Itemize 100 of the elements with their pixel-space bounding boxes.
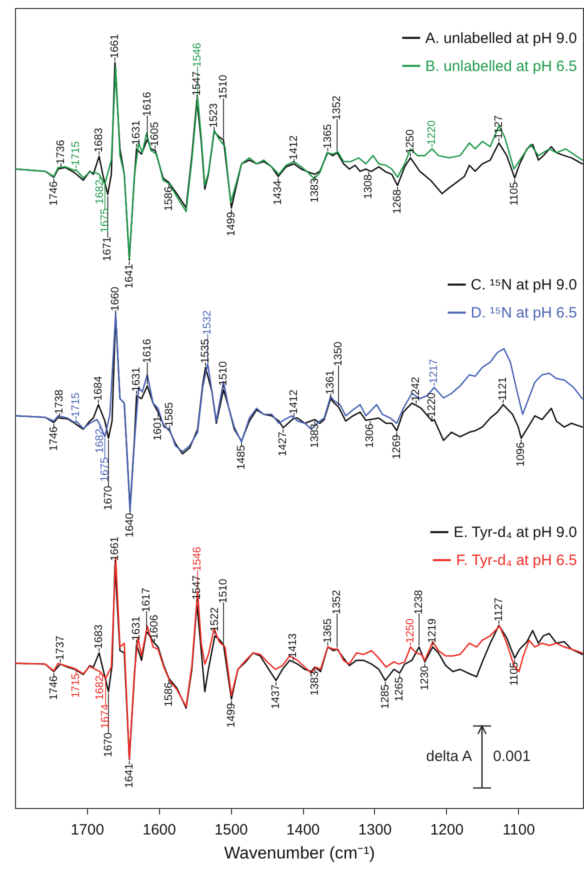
- annotation: 1365: [322, 124, 334, 149]
- annotation: 1661: [108, 536, 121, 561]
- annotation: 1546: [192, 546, 204, 572]
- x-tick-label: 1100: [502, 822, 535, 838]
- annotation: 1675: [98, 208, 111, 233]
- annotation: 1485: [235, 445, 248, 470]
- x-tick-label: 1700: [70, 822, 104, 838]
- legend-label: F. Tyr-d₄ at pH 6.5: [456, 552, 577, 570]
- annotation: 1105: [508, 182, 521, 206]
- annotation: 1427: [277, 432, 290, 456]
- annotation: 1242: [410, 376, 422, 402]
- annotation: 1265: [394, 677, 406, 702]
- x-tick-label: 1600: [142, 822, 176, 838]
- annotation: 1641: [123, 264, 136, 288]
- annotation: 1383: [308, 424, 321, 448]
- annotation: 1683: [93, 624, 106, 649]
- annotation: 1383: [308, 178, 321, 203]
- annotation: 1738: [54, 390, 66, 414]
- annotation: 1510: [218, 74, 230, 100]
- annotation: 1532: [202, 310, 214, 335]
- annotation: 1546: [192, 42, 204, 68]
- annotation: 1238: [413, 590, 426, 614]
- annotation: 1365: [322, 618, 334, 643]
- annotation: 1670: [102, 732, 114, 758]
- annotation: 1682: [94, 676, 106, 700]
- annotation: 1510: [218, 578, 230, 604]
- annotation: 1121: [497, 376, 510, 401]
- annotation: 1736: [55, 140, 68, 164]
- annotation: 1547: [190, 71, 203, 96]
- annotation: 1682: [94, 180, 106, 204]
- annotation: 1535: [200, 338, 212, 364]
- annotation: 1605: [149, 122, 162, 146]
- annotation: 1746: [48, 426, 60, 452]
- annotation: 1617: [140, 588, 153, 612]
- annotation: 1606: [148, 614, 160, 640]
- annotation: 1631: [130, 120, 143, 145]
- annotation: 1684: [92, 376, 104, 401]
- annotation: 1499: [225, 703, 238, 728]
- annotation: 1230: [418, 666, 431, 690]
- annotation: 1683: [93, 128, 106, 152]
- annotation: 1660: [110, 286, 122, 312]
- annotation: 1250: [404, 129, 416, 154]
- annotation: 1105: [508, 662, 521, 686]
- x-tick-label: 1300: [358, 822, 392, 838]
- annotation: 1250: [404, 618, 416, 643]
- annotation: 1434: [272, 180, 284, 205]
- annotation: 1499: [225, 212, 238, 236]
- annotation: 1285: [379, 684, 392, 709]
- annotation: 1682: [94, 428, 106, 454]
- annotation: 1220: [426, 120, 438, 145]
- annotation: 1523: [208, 103, 220, 128]
- annotation: 1715: [70, 141, 82, 166]
- annotation: 1674: [100, 704, 112, 729]
- annotation: 1510: [218, 361, 230, 386]
- annotation: 1737: [54, 636, 66, 660]
- x-axis-title: Wavenumber (cm⁻¹): [224, 844, 375, 862]
- annotation: 1383: [308, 671, 321, 696]
- x-tick-label: 1500: [214, 822, 248, 838]
- annotation: 1746: [48, 676, 60, 700]
- x-tick-label: 1400: [286, 822, 320, 838]
- annotation: 1413: [287, 633, 300, 658]
- annotation: 1219: [426, 618, 439, 643]
- legend-label: C. ¹⁵N at pH 9.0: [470, 276, 577, 294]
- annotation: 1601: [152, 416, 164, 441]
- annotation: 1670: [102, 486, 114, 510]
- annotation: 1586: [162, 186, 175, 211]
- legend-label: B. unlabelled at pH 6.5: [425, 58, 577, 75]
- x-tick-label: 1200: [430, 822, 464, 838]
- annotation: 1352: [331, 96, 344, 120]
- annotation: 1641: [123, 764, 136, 788]
- legend-label: A. unlabelled at pH 9.0: [425, 30, 577, 47]
- annotation: 1715: [70, 673, 82, 698]
- annotation: 1616: [141, 92, 154, 116]
- annotation: delta A: [426, 748, 472, 765]
- legend-label: E. Tyr-d₄ at pH 9.0: [454, 524, 577, 542]
- annotation: 1661: [108, 34, 121, 58]
- annotation: 1220: [426, 392, 438, 418]
- annotation: 1586: [162, 682, 175, 707]
- annotation: 1522: [208, 607, 221, 632]
- annotation: 1269: [390, 434, 403, 460]
- annotation: 1640: [124, 513, 136, 538]
- annotation: 1412: [288, 135, 300, 160]
- annotation: 1585: [164, 402, 176, 427]
- annotation: 1746: [48, 181, 60, 206]
- annotation: 1437: [270, 684, 282, 709]
- annotation: 1412: [288, 390, 300, 414]
- annotation: 0.001: [493, 748, 531, 765]
- annotation: 1616: [141, 338, 154, 364]
- annotation: 1306: [364, 424, 376, 448]
- annotation: 1715: [70, 392, 82, 418]
- annotation: 1268: [392, 189, 404, 214]
- legend-label: D. ¹⁵N at pH 6.5: [470, 304, 577, 322]
- annotation: 1308: [362, 174, 375, 200]
- annotation: 1096: [515, 442, 528, 467]
- annotation: 1350: [332, 342, 345, 366]
- annotation: 1631: [130, 367, 143, 392]
- annotation: 1127: [492, 115, 505, 139]
- annotation: 1361: [324, 370, 337, 395]
- annotation: 1631: [130, 616, 143, 641]
- annotation: 1547: [190, 575, 203, 600]
